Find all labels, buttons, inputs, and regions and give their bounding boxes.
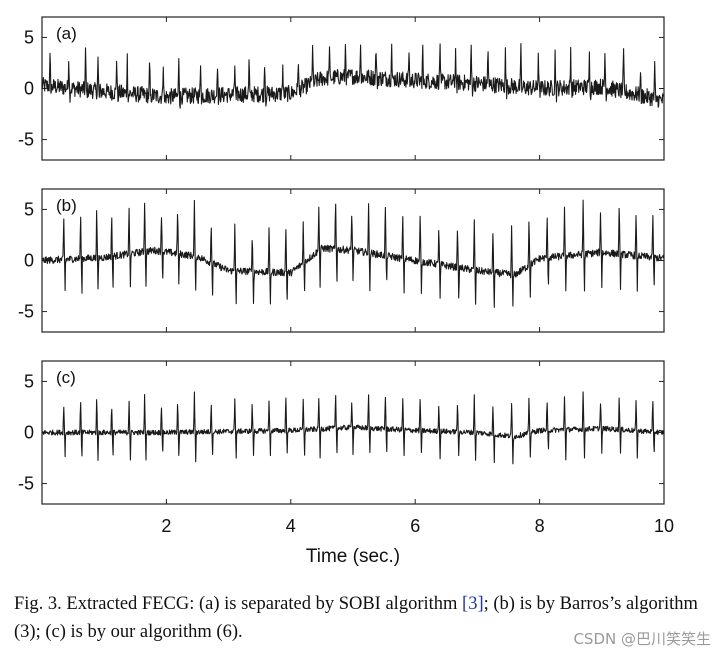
panel-c-xtick-label: 6	[410, 516, 420, 536]
panel-c-ytick-label: 5	[24, 371, 34, 391]
figure-caption: Fig. 3. Extracted FECG: (a) is separated…	[14, 590, 704, 646]
panel-c-ytick-label: -5	[18, 474, 34, 494]
panel-a-ytick-label: -5	[18, 130, 34, 150]
panel-b-label: (b)	[56, 196, 77, 215]
panel-c-label: (c)	[56, 368, 76, 387]
panel-a-ytick-label: 5	[24, 27, 34, 47]
fecg-figure: -5 0 5 (a) -5 0 5 (b) -5 0 5 2 4 6 8 10 (c) Time (sec.)	[18, 16, 674, 567]
panel-c-xtick-label: 8	[535, 516, 545, 536]
panel-c-signal-trace	[41, 391, 665, 465]
panel-c-xtick-label: 10	[654, 516, 674, 536]
panel-a-label: (a)	[56, 24, 77, 43]
panel-b-ytick-label: -5	[18, 302, 34, 322]
panel-b-signal-trace	[41, 199, 665, 308]
caption-suffix: ; (b) is by Barros’s algorithm (3); (c) …	[14, 594, 698, 642]
panel-c-xtick-label: 4	[286, 516, 296, 536]
watermark: CSDN @巴川笑笑生	[573, 630, 711, 648]
panel-a-signal-trace	[41, 43, 665, 109]
x-axis-label: Time (sec.)	[306, 546, 400, 567]
panel-c-ytick-label: 0	[24, 423, 34, 443]
panel-c-xtick-label: 2	[161, 516, 171, 536]
caption-reference-link[interactable]: [3]	[462, 594, 484, 614]
panel-a-ytick-label: 0	[24, 79, 34, 99]
panel-b-ytick-label: 5	[24, 199, 34, 219]
panel-b-ytick-label: 0	[24, 251, 34, 271]
caption-prefix: Fig. 3. Extracted FECG: (a) is separated…	[14, 594, 463, 614]
